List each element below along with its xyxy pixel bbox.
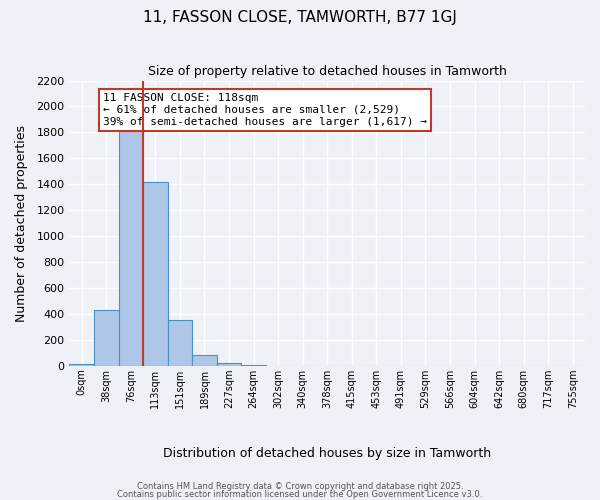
Bar [241, 365, 266, 366]
Text: 340sqm: 340sqm [298, 368, 308, 408]
Text: 717sqm: 717sqm [543, 368, 553, 408]
Title: Size of property relative to detached houses in Tamworth: Size of property relative to detached ho… [148, 65, 506, 78]
Text: 38sqm: 38sqm [101, 368, 111, 402]
X-axis label: Distribution of detached houses by size in Tamworth: Distribution of detached houses by size … [163, 447, 491, 460]
Text: 76sqm: 76sqm [126, 368, 136, 402]
Bar [192, 356, 217, 366]
Text: 415sqm: 415sqm [347, 368, 357, 408]
Text: 189sqm: 189sqm [199, 368, 209, 408]
Bar [70, 364, 94, 366]
Text: Contains HM Land Registry data © Crown copyright and database right 2025.: Contains HM Land Registry data © Crown c… [137, 482, 463, 491]
Text: Contains public sector information licensed under the Open Government Licence v3: Contains public sector information licen… [118, 490, 482, 499]
Text: 264sqm: 264sqm [248, 368, 259, 408]
Text: 642sqm: 642sqm [494, 368, 504, 408]
Text: 566sqm: 566sqm [445, 368, 455, 408]
Text: 755sqm: 755sqm [568, 368, 578, 408]
Text: 378sqm: 378sqm [322, 368, 332, 408]
Bar [217, 362, 241, 366]
Text: 680sqm: 680sqm [518, 368, 529, 408]
Bar [143, 182, 167, 366]
Text: 0sqm: 0sqm [77, 368, 87, 396]
Text: 453sqm: 453sqm [371, 368, 382, 408]
Bar [167, 320, 192, 366]
Text: 11 FASSON CLOSE: 118sqm
← 61% of detached houses are smaller (2,529)
39% of semi: 11 FASSON CLOSE: 118sqm ← 61% of detache… [103, 94, 427, 126]
Text: 529sqm: 529sqm [421, 368, 430, 408]
Bar [94, 310, 119, 366]
Text: 491sqm: 491sqm [396, 368, 406, 408]
Text: 302sqm: 302sqm [273, 368, 283, 408]
Y-axis label: Number of detached properties: Number of detached properties [15, 124, 28, 322]
Text: 604sqm: 604sqm [470, 368, 479, 408]
Bar [119, 128, 143, 366]
Text: 151sqm: 151sqm [175, 368, 185, 408]
Text: 11, FASSON CLOSE, TAMWORTH, B77 1GJ: 11, FASSON CLOSE, TAMWORTH, B77 1GJ [143, 10, 457, 25]
Text: 113sqm: 113sqm [151, 368, 160, 408]
Text: 227sqm: 227sqm [224, 368, 234, 408]
